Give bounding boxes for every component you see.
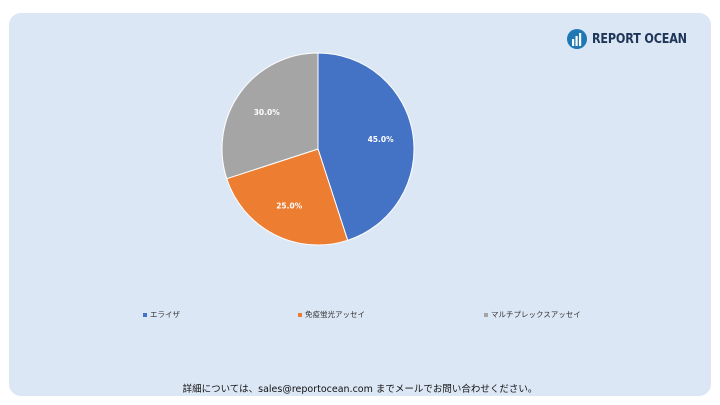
legend-label-2: 免疫蛍光アッセイ <box>305 310 365 319</box>
logo-text: REPORT OCEAN <box>592 31 687 47</box>
legend-swatch-3 <box>484 312 488 317</box>
legend-item-2: 免疫蛍光アッセイ <box>298 309 365 320</box>
legend-label-3: マルチプレックスアッセイ <box>491 310 581 319</box>
contact-footer: 詳細については、sales@reportocean.com までメールでお問い合… <box>182 384 538 395</box>
report-ocean-logo: REPORT OCEAN <box>566 28 702 50</box>
pie-slice-3 <box>221 52 319 180</box>
pie-slice-1 <box>317 52 415 241</box>
pie-slice-2 <box>226 148 349 246</box>
report-ocean-logo-icon <box>567 29 587 49</box>
pie-label-2: 25.0% <box>276 201 303 210</box>
pie-label-3: 30.0% <box>254 108 281 117</box>
legend-swatch-1 <box>143 312 147 317</box>
legend-item-1: エライザ <box>143 309 180 320</box>
legend-label-1: エライザ <box>150 310 180 319</box>
legend-swatch-2 <box>298 312 302 317</box>
legend-item-3: マルチプレックスアッセイ <box>484 309 581 320</box>
pie-label-1: 45.0% <box>368 135 395 144</box>
